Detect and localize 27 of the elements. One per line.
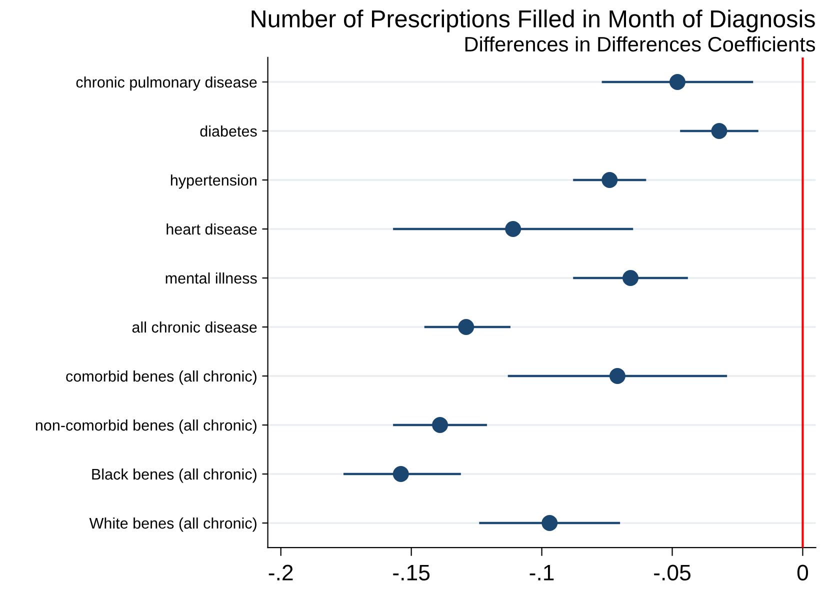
y-tick-label: chronic pulmonary disease bbox=[76, 76, 257, 91]
point bbox=[505, 221, 522, 237]
y-tick-label: White benes (all chronic) bbox=[89, 517, 256, 532]
x-tick-label: -.2 bbox=[268, 564, 293, 580]
y-tick-label: hypertension bbox=[170, 174, 256, 189]
y-tick-label: diabetes bbox=[200, 125, 257, 137]
y-tick-label: comorbid benes (all chronic) bbox=[66, 370, 256, 385]
point bbox=[458, 319, 474, 335]
point bbox=[432, 417, 448, 433]
x-tick-label: -.1 bbox=[530, 565, 554, 580]
y-tick-label: non-comorbid benes (all chronic) bbox=[36, 419, 256, 434]
x-tick-label: -.15 bbox=[393, 565, 430, 581]
point bbox=[622, 270, 638, 286]
chart-title: Number of Prescriptions Filled in Month of Diagnosis bbox=[252, 10, 815, 32]
y-tick-label: Black benes (all chronic) bbox=[92, 468, 256, 483]
x-tick-label: -.05 bbox=[654, 564, 690, 581]
x-tick-label: 0 bbox=[797, 564, 808, 581]
point bbox=[542, 515, 558, 531]
point bbox=[602, 172, 618, 188]
y-tick-label: mental illness bbox=[166, 272, 257, 284]
point bbox=[609, 368, 626, 384]
point bbox=[711, 123, 728, 139]
y-tick-label: all chronic disease bbox=[132, 321, 257, 333]
point bbox=[669, 74, 686, 90]
chart-subtitle: Differences in Differences Coefficients bbox=[465, 36, 816, 52]
point bbox=[392, 466, 409, 482]
y-tick-label: heart disease bbox=[166, 223, 257, 235]
